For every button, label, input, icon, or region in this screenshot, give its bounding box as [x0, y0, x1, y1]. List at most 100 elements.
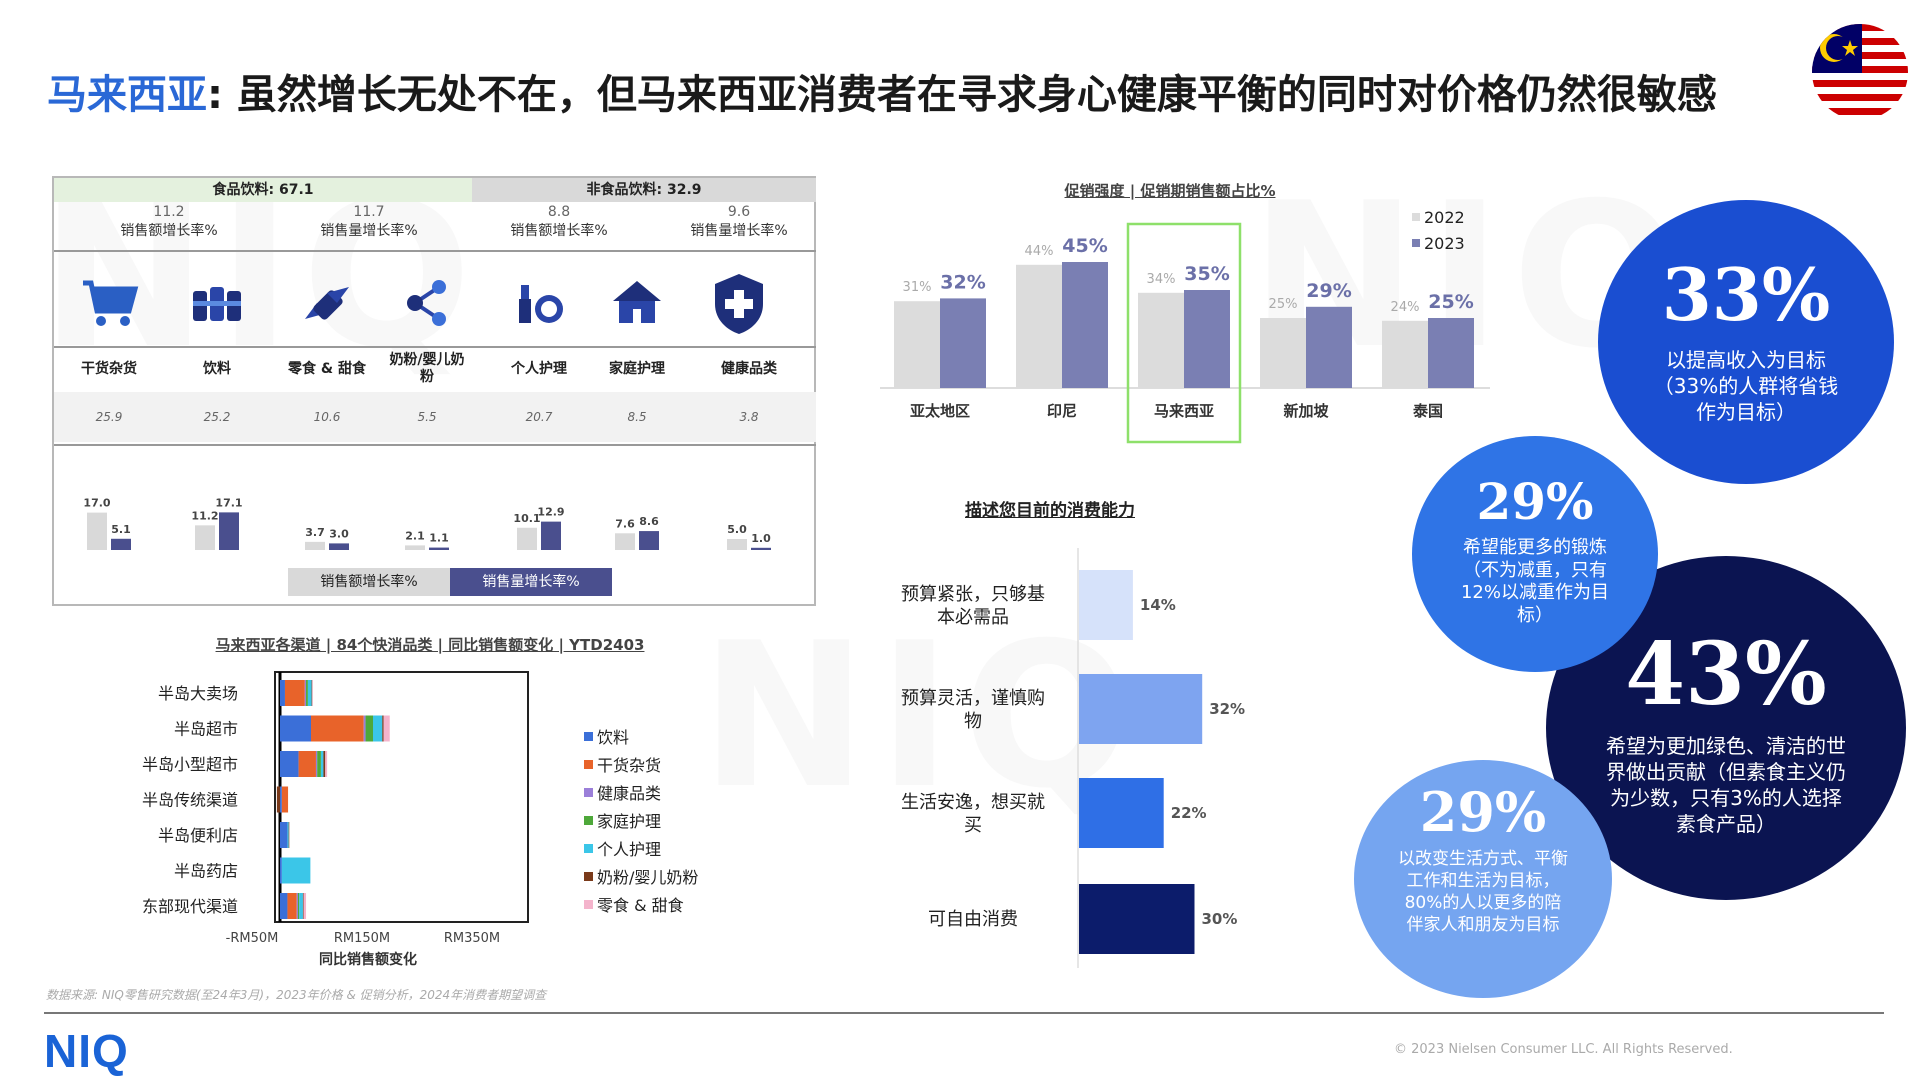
- capacity-bar-chart: 14% 预算紧张，只够基本必需品 32% 预算灵活，谨慎购物 22% 生活安逸，想买就买 3…: [901, 548, 1245, 968]
- growth-value-bar: [615, 533, 635, 550]
- growth-value-bar: [727, 539, 747, 550]
- channel-bar-segment: [323, 751, 326, 777]
- molecule-icon: [392, 268, 462, 338]
- channel-legend: 饮料 干货杂货 健康品类 家庭护理 个人护理 奶粉/婴儿奶粉 零食 & 甜食: [584, 722, 698, 918]
- legend-item: 健康品类: [584, 778, 698, 806]
- growth-value-bar: [405, 545, 425, 550]
- growth-volume-label: 3.0: [329, 527, 349, 540]
- category-table-panel: 食品饮料: 67.1 非食品饮料: 32.9 11.2 销售额增长率% 11.7…: [52, 176, 816, 606]
- channel-bar-segment: [280, 822, 288, 848]
- kpi-food-value: 11.2 销售额增长率%: [94, 204, 244, 240]
- channel-bar-segment: [306, 680, 308, 706]
- channel-bar-segment: [298, 751, 316, 777]
- growth-volume-label: 5.1: [111, 523, 131, 536]
- niq-logo: NIQ: [44, 1025, 129, 1077]
- promo-category-label: 印尼: [1047, 402, 1077, 420]
- shopping-cart-icon: [74, 268, 144, 338]
- legend-item: 个人护理: [584, 834, 698, 862]
- legend-label: 干货杂货: [597, 756, 662, 775]
- capacity-category-label: 预算紧张，只够基本必需品: [901, 584, 1045, 628]
- capacity-category-label: 生活安逸，想买就买: [901, 792, 1045, 836]
- category-share: 20.7: [525, 410, 553, 424]
- growth-value-bar: [517, 527, 537, 550]
- goal-circle-income: 33% 以提高收入为目标（33%的人群将省钱作为目标）: [1598, 200, 1894, 484]
- capacity-value-label: 22%: [1171, 804, 1207, 822]
- kpi-value: 8.8: [547, 204, 571, 220]
- growth-value-bar: [195, 525, 215, 550]
- growth-volume-label: 1.0: [751, 532, 771, 545]
- promo-2023-label: 29%: [1306, 280, 1351, 302]
- growth-volume-bar: [751, 547, 771, 550]
- promo-2023-bar: [1306, 306, 1352, 388]
- legend-label: 饮料: [597, 728, 630, 747]
- copyright: © 2023 Nielsen Consumer LLC. All Rights …: [1394, 1042, 1733, 1057]
- growth-volume-label: 8.6: [639, 515, 659, 528]
- channel-bar-segment: [304, 680, 307, 706]
- growth-value-bar: [87, 512, 107, 550]
- nonfood-group-label: 非食品饮料: 32.9: [586, 182, 702, 198]
- capacity-bar: [1079, 674, 1203, 744]
- channel-bar-segment: [280, 893, 288, 919]
- promo-2022-bar: [1138, 292, 1184, 388]
- legend-swatch: [584, 731, 593, 741]
- capacity-category-label: 可自由消费: [928, 909, 1018, 930]
- legend-label: 个人护理: [597, 840, 662, 859]
- goal-circle-exercise: 29% 希望能更多的锻炼（不为减重，只有12%以减重作为目标）: [1412, 436, 1658, 672]
- circle-percent: 43%: [1625, 624, 1827, 725]
- promo-2023-bar: [1062, 262, 1108, 388]
- circle-percent: 29%: [1419, 780, 1547, 844]
- house-icon: [602, 268, 672, 338]
- promo-2022-label: 25%: [1269, 297, 1298, 312]
- promo-highlight-frame: [1126, 222, 1242, 444]
- legend-swatch: [584, 871, 593, 881]
- promo-category-label: 亚太地区: [910, 402, 970, 420]
- channel-bar-segment: [276, 786, 280, 813]
- kpi-label: 销售量增长率%: [320, 223, 418, 239]
- channel-bar-segment: [297, 893, 300, 919]
- category-share: 3.8: [739, 410, 759, 424]
- channel-category-label: 东部现代渠道: [142, 897, 238, 916]
- capacity-bar: [1079, 778, 1164, 848]
- channel-bar-segment: [311, 680, 313, 706]
- kpi-value: 11.2: [153, 204, 185, 220]
- growth-value-label: 10.1: [513, 512, 540, 525]
- growth-volume-bar: [111, 538, 131, 550]
- channel-bar-segment: [363, 715, 366, 742]
- kpi-value: 11.7: [353, 204, 385, 220]
- channel-plot-frame: [274, 671, 529, 923]
- channel-x-tick: RM350M: [444, 931, 500, 946]
- capacity-chart-title: 描述您目前的消费能力: [965, 501, 1135, 521]
- legend-2022-swatch: [1412, 213, 1420, 221]
- promo-2022-bar: [1382, 320, 1428, 388]
- footer-divider: [44, 1012, 1884, 1014]
- circle-percent: 29%: [1476, 472, 1594, 531]
- legend-item: 零食 & 甜食: [584, 890, 698, 918]
- promo-chart-title: 促销强度 | 促销期销售额占比%: [1064, 182, 1276, 200]
- circle-percent: 33%: [1661, 252, 1831, 337]
- circle-text: 希望能更多的锻炼（不为减重，只有12%以减重作为目标）: [1460, 537, 1609, 626]
- channel-category-label: 半岛药店: [174, 862, 238, 881]
- promo-2022-bar: [1016, 264, 1062, 388]
- channel-bar-segment: [280, 751, 299, 777]
- legend-label: 零食 & 甜食: [597, 896, 684, 915]
- category-name: 家庭护理: [609, 361, 665, 377]
- growth-value-label: 5.0: [727, 523, 747, 536]
- channel-category-label: 半岛小型超市: [142, 755, 238, 774]
- promo-2023-label: 25%: [1428, 291, 1473, 313]
- capacity-value-label: 30%: [1202, 910, 1238, 928]
- growth-value-label: 11.2: [191, 509, 218, 522]
- legend-volume-label: 销售量增长率%: [482, 574, 580, 590]
- capacity-bar: [1079, 570, 1133, 640]
- channel-bar-segment: [281, 857, 311, 884]
- growth-value-label: 17.0: [83, 497, 110, 510]
- channel-bar-segment: [280, 857, 282, 884]
- legend-value-box: 销售额增长率%: [288, 568, 450, 596]
- growth-volume-bar: [329, 543, 349, 550]
- growth-volume-label: 12.9: [537, 506, 564, 519]
- capacity-value-label: 32%: [1209, 700, 1245, 718]
- legend-swatch: [584, 899, 593, 909]
- title-country: 马来西亚: [47, 72, 207, 118]
- promo-2022-bar: [1260, 318, 1306, 388]
- channel-x-tick: RM150M: [334, 931, 390, 946]
